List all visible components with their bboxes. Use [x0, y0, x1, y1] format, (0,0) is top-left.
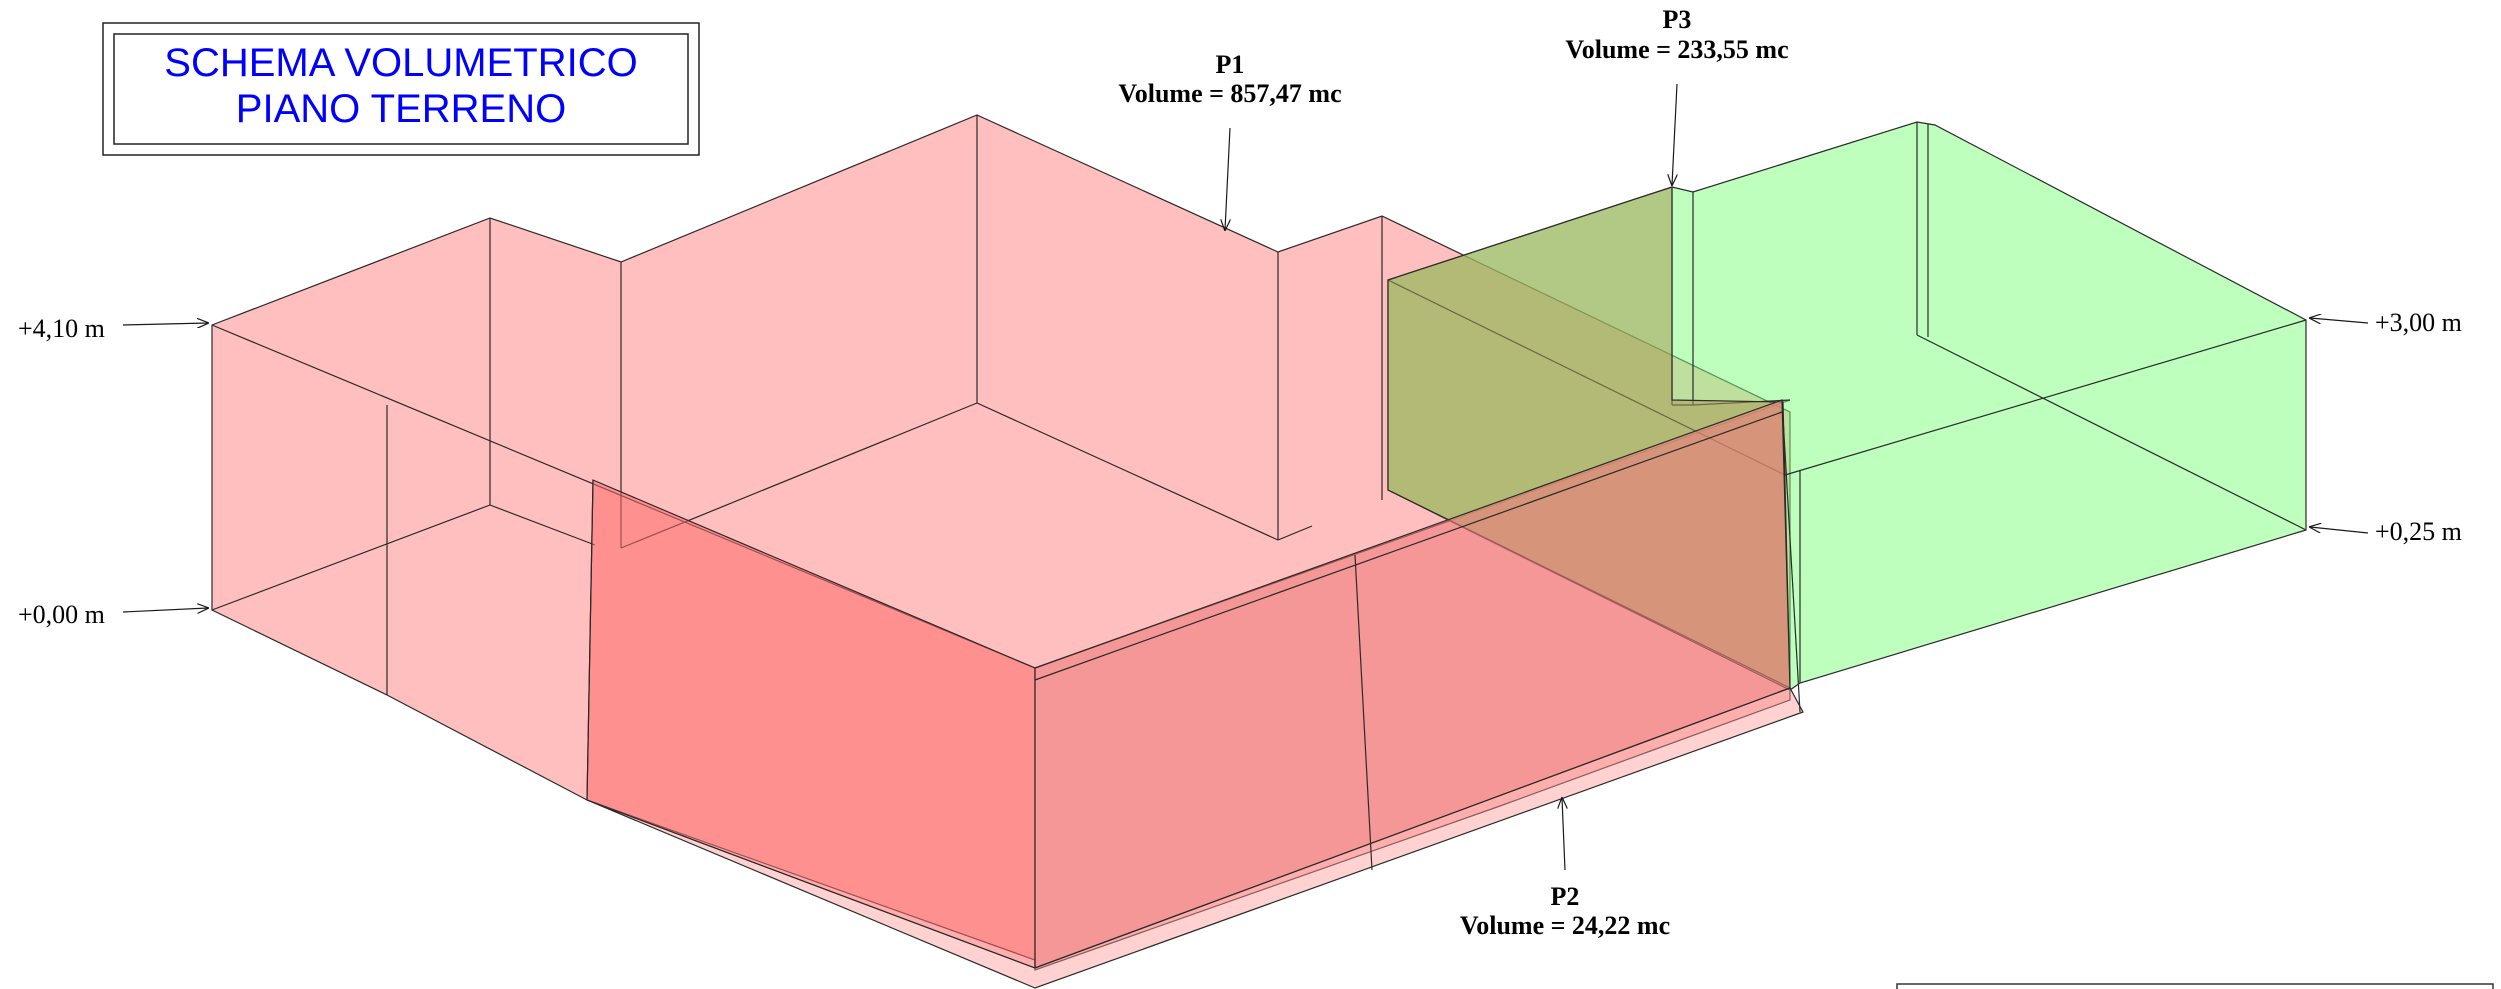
elevation-label: +3,00 m: [2375, 308, 2462, 337]
p1-edge: [211, 504, 491, 611]
title-frame-inner: [113, 33, 689, 145]
elevation-arrow: [2310, 527, 2369, 534]
label-p2: P2 Volume = 24,22 mc: [1460, 798, 1670, 940]
p3-edge: [1916, 334, 2307, 531]
title-frame-outer: [102, 22, 700, 156]
elevation-label: +0,25 m: [2375, 517, 2462, 546]
title-box: SCHEMA VOLUMETRICO PIANO TERRENO: [102, 22, 700, 156]
p2-edge: [1354, 554, 1373, 871]
p2-volume: Volume = 24,22 mc: [1460, 911, 1670, 940]
elevation-arrow: [2310, 318, 2369, 323]
p3-leader: [1672, 83, 1678, 185]
p3-volume: Volume = 233,55 mc: [1565, 35, 1788, 64]
elevation-left-top: +4,10 m: [18, 314, 208, 343]
p2-label: P2: [1551, 882, 1580, 911]
p1-edge: [1277, 525, 1313, 541]
p1-edge: [489, 504, 596, 546]
p3-label: P3: [1663, 5, 1692, 34]
label-p1: P1 Volume = 857,47 mc: [1118, 50, 1342, 230]
elevation-label: +0,00 m: [18, 600, 105, 629]
volume-p2: [586, 399, 1804, 989]
elevation-right-top: +3,00 m: [2310, 308, 2462, 337]
elevation-right-bottom: +0,25 m: [2310, 517, 2462, 546]
elevation-left-bottom: +0,00 m: [18, 600, 208, 629]
p2-edge: [1034, 411, 1783, 681]
p1-edge: [976, 402, 1279, 541]
p2-edge: [1781, 399, 1801, 713]
p2-leader: [1562, 798, 1565, 871]
elevation-arrow: [122, 323, 208, 325]
elevation-arrow: [122, 608, 208, 612]
sheet-frame-corner: [1896, 983, 2494, 989]
p1-leader: [1225, 127, 1231, 230]
label-p3: P3 Volume = 233,55 mc: [1565, 5, 1789, 185]
p3-edge: [1784, 319, 2307, 476]
p1-volume: Volume = 857,47 mc: [1118, 79, 1341, 108]
title-line2: PIANO TERRENO: [236, 87, 566, 131]
p2-edge: [586, 479, 594, 801]
p2-base: [586, 687, 1804, 989]
elevation-label: +4,10 m: [18, 314, 105, 343]
title-line1: SCHEMA VOLUMETRICO: [164, 41, 637, 85]
p1-label: P1: [1216, 50, 1245, 79]
